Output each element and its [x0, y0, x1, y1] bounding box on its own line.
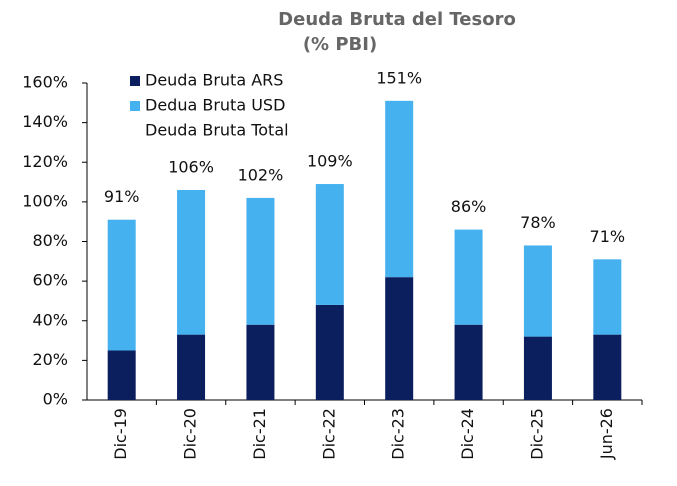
total-label: 106%: [168, 157, 214, 176]
y-tick-label: 20%: [32, 350, 68, 369]
bar-segment: [107, 219, 136, 351]
x-tick-label: Dic-25: [527, 408, 546, 460]
bar-segment: [385, 277, 414, 400]
bar-segment: [385, 100, 414, 278]
y-tick-label: 160%: [22, 73, 68, 92]
total-label: 71%: [590, 227, 626, 246]
x-tick-label: Dic-20: [181, 408, 200, 460]
total-label: 109%: [307, 152, 353, 171]
legend-label: Dedua Bruta USD: [145, 96, 285, 115]
y-tick-label: 60%: [32, 271, 68, 290]
bar-segment: [454, 324, 483, 400]
bar-segment: [246, 197, 275, 325]
y-tick-label: 80%: [32, 231, 68, 250]
bar-segment: [315, 184, 344, 305]
y-tick-label: 40%: [32, 310, 68, 329]
bar-segment: [315, 304, 344, 400]
y-tick-label: 140%: [22, 112, 68, 131]
total-label: 78%: [520, 213, 556, 232]
bar-segment: [523, 336, 552, 400]
bar-segment: [246, 324, 275, 400]
bar-segment: [593, 259, 622, 335]
chart-title: Deuda Bruta del Tesoro: [278, 9, 516, 30]
total-label: 102%: [238, 165, 284, 184]
bar-segment: [177, 189, 206, 335]
total-label: 151%: [376, 68, 422, 87]
total-label: 86%: [451, 197, 487, 216]
y-tick-label: 0%: [43, 390, 68, 409]
bar-segment: [107, 350, 136, 400]
x-tick-label: Dic-21: [250, 408, 269, 460]
bar-segment: [593, 334, 622, 400]
legend-label: Deuda Bruta Total: [145, 121, 289, 140]
bar-segment: [523, 245, 552, 337]
bar-segment: [454, 229, 483, 325]
chart-subtitle: (% PBI): [303, 34, 377, 55]
total-label: 91%: [104, 187, 140, 206]
x-tick-label: Dic-22: [319, 408, 338, 460]
legend-swatch: [130, 76, 140, 86]
x-tick-label: Jun-26: [597, 408, 616, 460]
y-tick-label: 100%: [22, 191, 68, 210]
legend-swatch: [130, 101, 140, 111]
x-tick-label: Dic-24: [458, 408, 477, 460]
y-tick-label: 120%: [22, 152, 68, 171]
bar-segment: [177, 334, 206, 400]
legend-label: Deuda Bruta ARS: [145, 71, 283, 90]
x-tick-label: Dic-19: [111, 408, 130, 460]
x-tick-label: Dic-23: [389, 408, 408, 460]
